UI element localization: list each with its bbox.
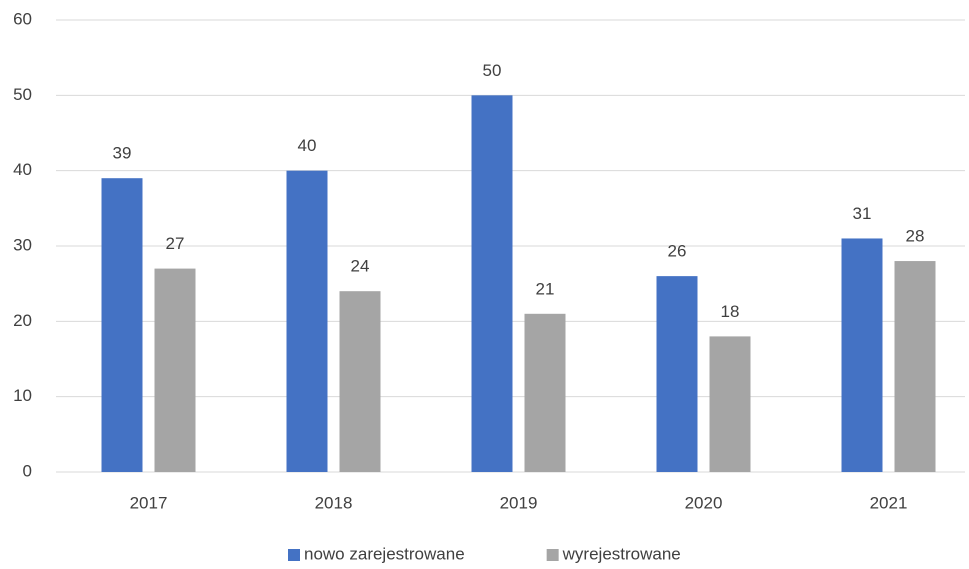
- x-tick-label: 2021: [870, 493, 908, 512]
- x-tick-label: 2020: [685, 493, 723, 512]
- y-tick-label: 10: [13, 386, 32, 405]
- legend-label: wyrejestrowane: [562, 544, 681, 563]
- bar: [101, 178, 143, 472]
- data-label: 50: [483, 61, 502, 80]
- data-label: 40: [298, 136, 317, 155]
- bar: [339, 291, 381, 472]
- y-tick-label: 30: [13, 235, 32, 254]
- data-label: 26: [668, 242, 687, 261]
- y-tick-label: 40: [13, 160, 32, 179]
- data-label: 18: [721, 302, 740, 321]
- bar: [286, 170, 328, 472]
- legend-swatch: [546, 549, 559, 561]
- data-label: 28: [906, 227, 925, 246]
- data-label: 31: [853, 204, 872, 223]
- data-label: 39: [113, 144, 132, 163]
- legend-swatch: [288, 549, 300, 561]
- bar: [841, 238, 883, 472]
- data-label: 24: [351, 257, 370, 276]
- x-tick-label: 2017: [130, 493, 168, 512]
- bar: [524, 313, 566, 472]
- y-tick-label: 20: [13, 311, 32, 330]
- data-label: 21: [536, 279, 555, 298]
- y-tick-label: 50: [13, 85, 32, 104]
- x-tick-label: 2018: [315, 493, 353, 512]
- y-tick-label: 60: [13, 9, 32, 28]
- bar: [656, 276, 698, 472]
- data-label: 27: [166, 234, 185, 253]
- y-tick-label: 0: [23, 461, 32, 480]
- bar: [709, 336, 751, 472]
- x-tick-label: 2019: [500, 493, 538, 512]
- bar: [471, 95, 513, 472]
- bar: [154, 268, 196, 472]
- bar: [894, 261, 936, 472]
- legend-label: nowo zarejestrowane: [304, 544, 465, 563]
